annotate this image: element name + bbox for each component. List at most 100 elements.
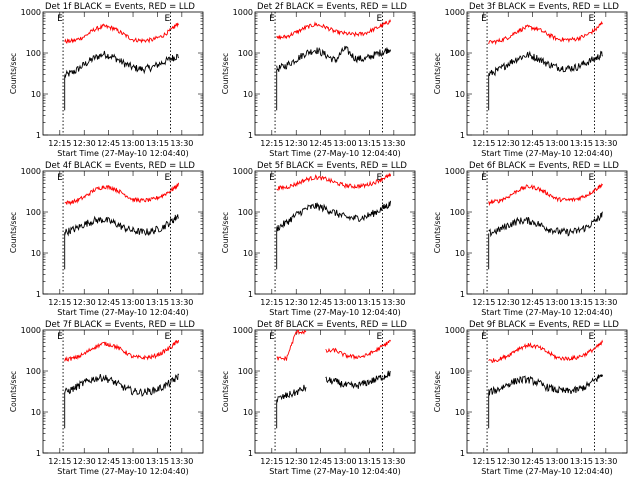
detector-panel: Det 9f BLACK = Events, RED = LLD 1 10 100 10…: [433, 320, 628, 476]
event-marker-label: E: [57, 332, 63, 342]
y-tick-label: 10: [243, 90, 253, 99]
event-marker-label: E: [269, 14, 275, 24]
x-axis-label: Start Time (27-May-10 12:04:40): [481, 149, 612, 158]
x-tick-label: 12:45: [97, 139, 120, 148]
x-tick-label: 13:00: [546, 139, 569, 148]
y-axis-label: Counts/sec: [221, 212, 230, 253]
detector-panel: Det 5f BLACK = Events, RED = LLD 1 10 100 10…: [221, 161, 416, 317]
event-marker-label: E: [164, 14, 170, 24]
lld-series-line: [488, 20, 603, 46]
panel-title: Det 5f BLACK = Events, RED = LLD: [257, 161, 407, 171]
plot-frame: [254, 11, 416, 136]
lld-series-line: [276, 172, 392, 191]
x-tick-label: 12:30: [497, 457, 520, 466]
lld-series-line: [488, 339, 604, 364]
x-tick-label: 13:00: [334, 457, 357, 466]
events-series-line: [488, 373, 604, 396]
x-tick-label: 12:45: [309, 139, 332, 148]
y-tick-label: 100: [26, 208, 41, 217]
x-tick-label: 12:15: [260, 457, 283, 466]
panel-title: Det 3f BLACK = Events, RED = LLD: [469, 2, 619, 12]
x-tick-label: 12:45: [521, 298, 544, 307]
event-marker-label: E: [588, 173, 594, 183]
event-marker-label: E: [376, 332, 382, 342]
event-marker-label: E: [376, 173, 382, 183]
y-axis-label: Counts/sec: [433, 53, 442, 94]
x-tick-label: 12:45: [521, 457, 544, 466]
detector-panel: Det 7f BLACK = Events, RED = LLD 1 10 100 10…: [9, 320, 204, 476]
x-tick-label: 12:15: [48, 139, 71, 148]
y-tick-label: 100: [450, 208, 465, 217]
panel-title: Det 6f BLACK = Events, RED = LLD: [469, 161, 619, 171]
y-tick-label: 1000: [21, 167, 41, 176]
plot-frame: [466, 11, 628, 136]
x-tick-label: 13:15: [570, 298, 593, 307]
x-tick-label: 12:15: [260, 139, 283, 148]
event-marker-label: E: [588, 332, 594, 342]
y-axis-label: Counts/sec: [221, 53, 230, 94]
x-tick-label: 12:45: [97, 298, 120, 307]
y-tick-label: 1000: [233, 8, 253, 17]
detector-panel: Det 6f BLACK = Events, RED = LLD 1 10 100 10…: [433, 161, 628, 317]
y-tick-label: 1: [36, 449, 41, 458]
event-marker-label: E: [588, 14, 594, 24]
panel-title: Det 9f BLACK = Events, RED = LLD: [469, 320, 619, 330]
x-axis-label: Start Time (27-May-10 12:04:40): [57, 467, 188, 476]
x-tick-label: 13:15: [570, 139, 593, 148]
x-tick-label: 13:30: [382, 139, 405, 148]
x-tick-label: 13:30: [382, 298, 405, 307]
lld-series-line: [276, 329, 307, 362]
x-tick-label: 13:00: [334, 298, 357, 307]
y-tick-label: 1000: [233, 326, 253, 335]
plot-frame: [254, 170, 416, 295]
plot-frame: [42, 11, 204, 136]
events-series-line: [276, 45, 392, 72]
x-tick-label: 12:30: [73, 457, 96, 466]
lld-series-line: [488, 183, 603, 207]
x-tick-label: 13:15: [146, 298, 169, 307]
events-series-line: [64, 373, 180, 397]
event-marker-label: E: [164, 332, 170, 342]
event-marker-label: E: [481, 173, 487, 183]
events-series-line: [276, 384, 307, 403]
event-marker-label: E: [481, 14, 487, 24]
x-tick-label: 13:30: [594, 298, 617, 307]
y-tick-label: 100: [238, 49, 253, 58]
y-tick-label: 10: [31, 408, 41, 417]
event-marker-label: E: [164, 173, 170, 183]
event-marker-label: E: [57, 173, 63, 183]
x-tick-label: 13:00: [546, 298, 569, 307]
panel-title: Det 2f BLACK = Events, RED = LLD: [257, 2, 407, 12]
events-series-line: [325, 370, 391, 389]
x-tick-label: 12:30: [73, 298, 96, 307]
y-tick-label: 1: [36, 290, 41, 299]
x-tick-label: 13:30: [382, 457, 405, 466]
plot-frame: [466, 329, 628, 454]
x-tick-label: 13:15: [358, 457, 381, 466]
x-axis-label: Start Time (27-May-10 12:04:40): [269, 149, 400, 158]
event-marker-label: E: [376, 14, 382, 24]
y-axis-label: Counts/sec: [433, 212, 442, 253]
x-tick-label: 13:30: [170, 457, 193, 466]
y-tick-label: 10: [31, 90, 41, 99]
x-tick-label: 12:45: [521, 139, 544, 148]
plot-frame: [466, 170, 628, 295]
y-tick-label: 1: [248, 290, 253, 299]
y-tick-label: 10: [455, 408, 465, 417]
y-tick-label: 10: [455, 90, 465, 99]
x-tick-label: 13:00: [334, 139, 357, 148]
x-tick-label: 12:30: [497, 298, 520, 307]
y-tick-label: 1: [460, 290, 465, 299]
y-tick-label: 1: [36, 131, 41, 140]
x-tick-label: 12:15: [472, 298, 495, 307]
x-tick-label: 13:00: [122, 139, 145, 148]
x-axis-label: Start Time (27-May-10 12:04:40): [57, 308, 188, 317]
y-tick-label: 1000: [233, 167, 253, 176]
x-tick-label: 12:15: [260, 298, 283, 307]
y-axis-label: Counts/sec: [9, 371, 18, 412]
y-axis-label: Counts/sec: [9, 212, 18, 253]
event-marker-label: E: [57, 14, 63, 24]
y-axis-label: Counts/sec: [9, 53, 18, 94]
event-marker-label: E: [481, 332, 487, 342]
